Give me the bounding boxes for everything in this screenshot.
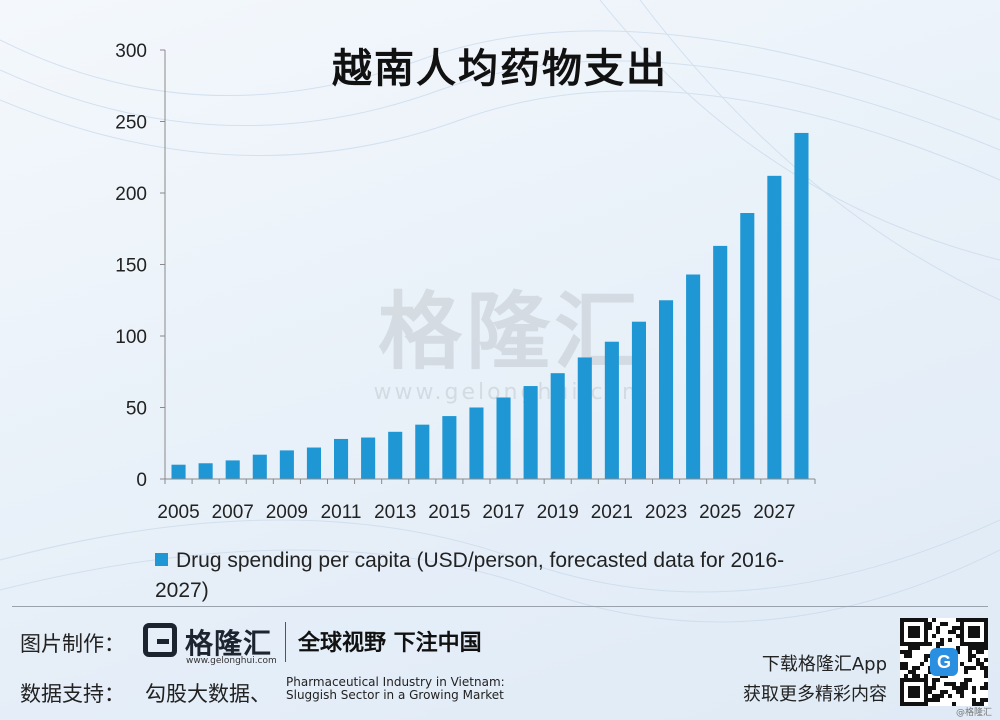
corner-watermark: @格隆汇 xyxy=(955,708,992,718)
bar-2017 xyxy=(496,397,511,479)
bar-2007 xyxy=(225,460,240,479)
x-tick-label-2023: 2023 xyxy=(645,502,687,523)
support-label: 数据支持： xyxy=(20,682,125,706)
y-tick-label: 150 xyxy=(115,256,147,277)
legend-label: Drug spending per capita (USD/person, fo… xyxy=(155,549,785,602)
y-tick-label: 0 xyxy=(136,470,147,491)
x-tick-label-2017: 2017 xyxy=(482,502,524,523)
footer-divider xyxy=(12,606,988,607)
source-citation: Pharmaceutical Industry in Vietnam: Slug… xyxy=(286,676,505,702)
logo-url: www.gelonghui.com xyxy=(186,656,277,666)
y-tick-label: 250 xyxy=(115,113,147,134)
support-source: 勾股大数据、 xyxy=(145,682,271,706)
source-line-1: Pharmaceutical Industry in Vietnam: xyxy=(286,675,505,689)
bar-2026 xyxy=(740,213,755,479)
bar-2024 xyxy=(686,274,701,479)
y-tick-label: 50 xyxy=(126,399,147,420)
x-tick-label-2015: 2015 xyxy=(428,502,470,523)
bar-2022 xyxy=(631,321,646,479)
bar-2008 xyxy=(252,454,267,479)
x-tick-label-2005: 2005 xyxy=(157,502,199,523)
x-tick-label-2013: 2013 xyxy=(374,502,416,523)
qr-badge: G xyxy=(930,648,958,676)
bar-2020 xyxy=(577,357,592,479)
app-download-text: 下载格隆汇App 获取更多精彩内容 xyxy=(743,650,887,710)
chart-legend: Drug spending per capita (USD/person, fo… xyxy=(155,546,835,606)
x-tick-label-2025: 2025 xyxy=(699,502,741,523)
slogan: 全球视野 下注中国 xyxy=(298,631,482,656)
legend-swatch xyxy=(155,553,168,566)
bar-2027 xyxy=(767,175,782,479)
gelonghui-logo-icon xyxy=(143,623,177,657)
x-tick-label-2009: 2009 xyxy=(266,502,308,523)
source-line-2: Sluggish Sector in a Growing Market xyxy=(286,688,504,702)
y-tick-label: 300 xyxy=(115,41,147,62)
y-tick-label: 200 xyxy=(115,184,147,205)
x-tick-label-2019: 2019 xyxy=(537,502,579,523)
bar-2021 xyxy=(604,341,619,479)
footer-separator xyxy=(285,622,286,662)
bar-2011 xyxy=(334,438,349,479)
bar-2018 xyxy=(523,386,538,479)
bar-2015 xyxy=(442,416,457,479)
x-tick-label-2027: 2027 xyxy=(753,502,795,523)
x-tick-label-2011: 2011 xyxy=(321,502,362,523)
chart-title: 越南人均药物支出 xyxy=(332,46,668,92)
y-tick-label: 100 xyxy=(115,327,147,348)
bar-2012 xyxy=(361,437,376,479)
bar-2005 xyxy=(171,464,186,479)
bar-2025 xyxy=(713,245,728,479)
made-by-label: 图片制作： xyxy=(20,632,125,656)
app-line-1: 下载格隆汇App xyxy=(761,654,887,675)
bar-2019 xyxy=(550,373,565,479)
x-axis: 2005 2007 2009 2011 2013 2015 2017 2019 2021 2023… xyxy=(157,478,816,523)
x-tick-label-2007: 2007 xyxy=(212,502,254,523)
bar-2028 xyxy=(794,132,809,479)
footer: 图片制作： 格隆汇 www.gelonghui.com 全球视野 下注中国 数据… xyxy=(0,608,1000,720)
bar-2006 xyxy=(198,463,213,479)
bars xyxy=(171,132,809,479)
bar-2016 xyxy=(469,407,484,479)
bar-2014 xyxy=(415,424,430,479)
qr-code-icon[interactable]: G xyxy=(900,618,988,706)
x-tick-label-2021: 2021 xyxy=(591,502,633,523)
bar-2013 xyxy=(388,431,403,479)
bar-2009 xyxy=(279,450,294,479)
y-axis: 0 50 100 150 200 250 300 xyxy=(115,41,166,491)
app-line-2: 获取更多精彩内容 xyxy=(743,684,887,705)
logo-text: 格隆汇 xyxy=(185,627,273,660)
bar-2023 xyxy=(659,300,674,479)
bar-2010 xyxy=(306,447,321,479)
